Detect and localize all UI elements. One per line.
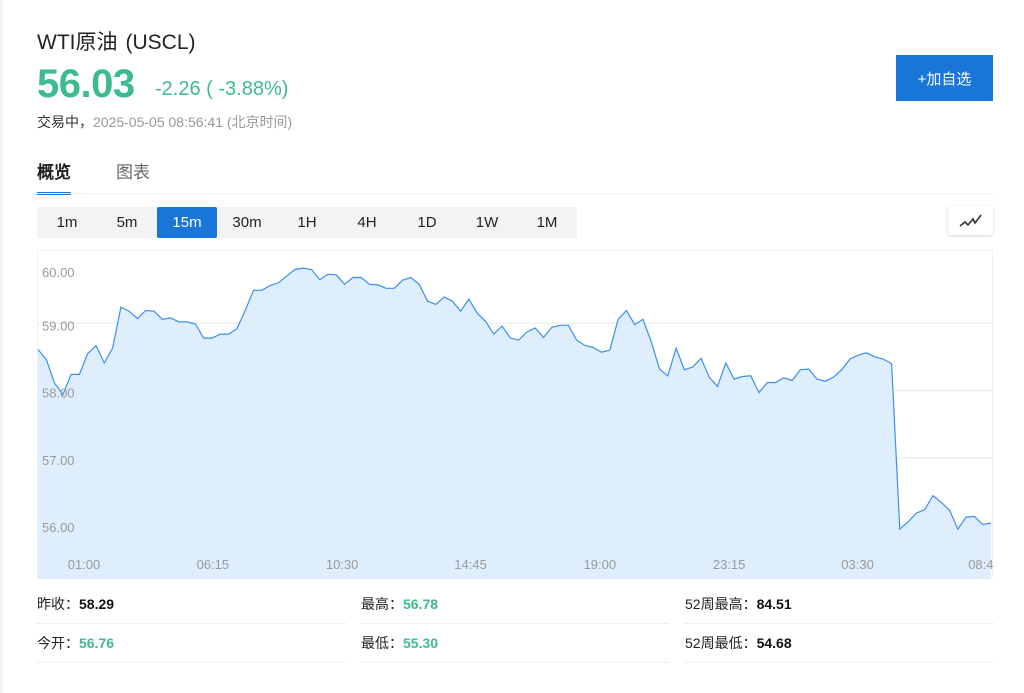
y-tick-label: 59.00 [42,318,75,333]
interval-4h[interactable]: 4H [357,214,377,231]
trading-status: 交易中，2025-05-05 08:56:41 (北京时间) [37,112,292,132]
stats-row: 今开： 56.76 最低： 55.30 52周最低： 54.68 [37,624,993,663]
price-line [38,267,992,531]
stat-high: 最高： 56.78 [361,585,669,624]
line-chart-icon [959,214,982,227]
interval-5m[interactable]: 5m [116,214,138,231]
interval-30m[interactable]: 30m [232,214,262,231]
interval-1d[interactable]: 1D [417,214,437,231]
x-tick-label: 14:45 [454,557,487,572]
divider [37,193,993,194]
stat-52w-high: 52周最高： 84.51 [685,585,993,624]
page-edge [0,0,3,693]
x-tick-label: 08:4 [968,557,993,572]
interval-1h[interactable]: 1H [297,214,317,231]
x-tick-label: 10:30 [326,557,359,572]
interval-1w[interactable]: 1W [475,214,499,231]
chart-type-button[interactable] [948,206,993,235]
stat-52w-low: 52周最低： 54.68 [685,624,993,663]
x-tick-label: 03:30 [841,557,874,572]
x-tick-label: 23:15 [713,557,746,572]
status-label: 交易中， [37,114,93,130]
timestamp: 2025-05-05 08:56:41 (北京时间) [93,114,293,130]
add-watchlist-button[interactable]: +加自选 [896,55,993,101]
y-tick-label: 57.00 [42,453,75,468]
price-chart-svg: 60.00 59.00 58.00 57.00 56.00 01:00 06:15 10:30… [38,265,994,579]
interval-15m[interactable]: 15m [157,207,217,238]
x-tick-label: 01:00 [68,557,101,572]
instrument-code: (USCL) [125,31,196,54]
stat-open: 今开： 56.76 [37,624,345,663]
tab-chart[interactable]: 图表 [116,163,150,182]
instrument-name: WTI原油 [37,31,118,54]
stats-table: 昨收： 58.29 最高： 56.78 52周最高： 84.51 今开： 56.76 最… [37,585,993,663]
interval-1m[interactable]: 1m [56,214,78,231]
price-chart[interactable]: 60.00 59.00 58.00 57.00 56.00 01:00 06:15 10:30… [37,250,994,579]
y-tick-label: 60.00 [42,265,75,280]
stats-row: 昨收： 58.29 最高： 56.78 52周最高： 84.51 [37,585,993,624]
price-change: -2.26 ( -3.88%) [155,78,289,100]
x-tick-label: 19:00 [584,557,617,572]
last-price: 56.03 [37,62,135,106]
tab-bar: 概览 图表 [37,158,150,195]
instrument-title: WTI原油 (USCL) [37,26,196,56]
interval-1mo[interactable]: 1M [536,214,558,231]
stat-low: 最低： 55.30 [361,624,669,663]
x-tick-label: 06:15 [197,557,230,572]
stat-prev-close: 昨收： 58.29 [37,585,345,624]
y-tick-label: 58.00 [42,386,75,401]
y-tick-label: 56.00 [42,520,75,535]
interval-selector: 1m 5m 15m 30m 1H 4H 1D 1W 1M [37,207,577,238]
tab-overview[interactable]: 概览 [37,158,71,195]
price-area [38,268,991,579]
